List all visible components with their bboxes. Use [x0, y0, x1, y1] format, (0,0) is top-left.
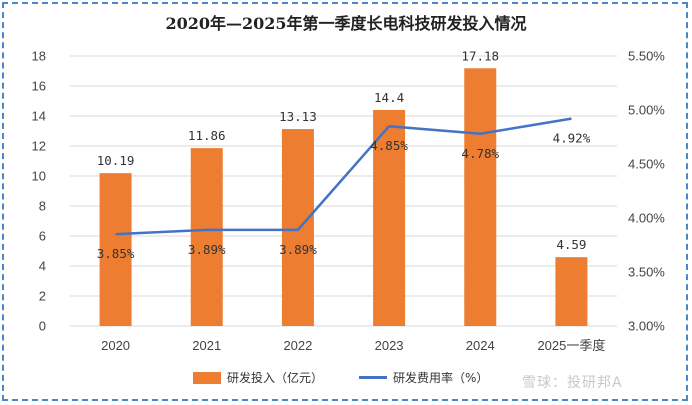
y-left-tick-label: 14: [32, 109, 46, 124]
x-tick-label: 2024: [466, 338, 495, 353]
y-left-tick-label: 6: [39, 229, 46, 244]
legend-line-label: 研发费用率（%）: [393, 371, 489, 385]
bar-data-label: 13.13: [279, 109, 317, 124]
bar: [190, 148, 223, 326]
bar-data-label: 14.4: [374, 90, 404, 105]
bar-data-label: 11.86: [188, 128, 226, 143]
y-left-tick-label: 16: [32, 79, 46, 94]
y-left-tick-label: 4: [39, 259, 46, 274]
y-left-tick-label: 0: [39, 319, 46, 334]
legend-bar-swatch: [193, 371, 221, 384]
x-tick-label: 2020: [101, 338, 130, 353]
bar-data-label: 10.19: [97, 153, 135, 168]
y-right-tick-label: 3.50%: [628, 265, 665, 280]
bar: [555, 257, 588, 326]
legend-bar-label: 研发投入（亿元）: [227, 371, 324, 385]
chart-frame: [2, 2, 688, 401]
bar: [464, 68, 497, 327]
line-data-label: 3.85%: [97, 246, 135, 261]
x-tick-label: 2021: [192, 338, 221, 353]
bar-data-label: 17.18: [461, 48, 499, 63]
bar: [373, 110, 406, 326]
line-data-label: 4.92%: [553, 131, 591, 146]
watermark: 雪球：投研邦A: [522, 375, 623, 391]
legend-line-swatch: [359, 376, 388, 379]
y-right-tick-label: 4.00%: [628, 211, 665, 226]
y-left-tick-label: 18: [32, 49, 46, 64]
y-left-tick-label: 8: [39, 199, 46, 214]
x-tick-label: 2025一季度: [537, 338, 605, 353]
x-tick-label: 2022: [283, 338, 312, 353]
y-left-tick-label: 2: [39, 289, 46, 304]
legend: 研发投入（亿元） 研发费用率（%）: [193, 369, 488, 386]
series-line: [115, 117, 572, 236]
bar-data-label: 4.59: [556, 237, 586, 252]
chart-title: 2020年—2025年第一季度长电科技研发投入情况: [165, 14, 527, 33]
x-tick-label: 2023: [375, 338, 404, 353]
line-data-label: 3.89%: [188, 242, 226, 257]
line-data-label: 4.85%: [370, 138, 408, 153]
bar: [281, 129, 314, 326]
line-data-label: 3.89%: [279, 242, 317, 257]
y-right-tick-label: 3.00%: [628, 319, 665, 334]
y-right-tick-label: 5.00%: [628, 103, 665, 118]
y-left-tick-label: 12: [32, 139, 46, 154]
y-right-tick-label: 4.50%: [628, 157, 665, 172]
line-data-label: 4.78%: [461, 146, 499, 161]
y-left-tick-label: 10: [32, 169, 46, 184]
y-right-tick-label: 5.50%: [628, 49, 665, 64]
bar: [99, 173, 132, 326]
